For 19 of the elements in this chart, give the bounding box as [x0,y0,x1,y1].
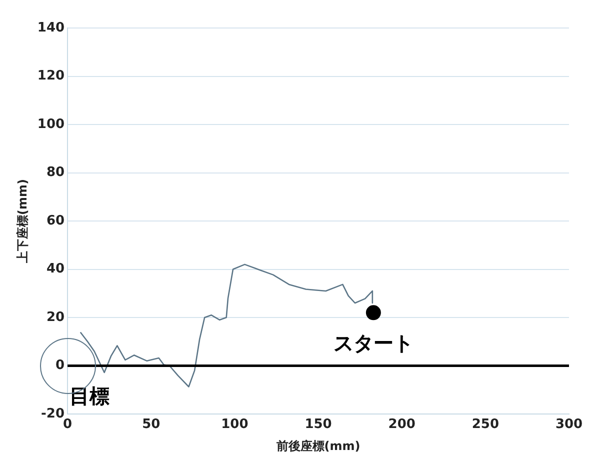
y-tick-label: 80 [46,165,65,180]
y-tick-label: 120 [37,68,65,84]
x-tick-label: 100 [221,417,248,432]
y-tick-label: -20 [41,406,65,422]
y-tick-label: 20 [46,310,65,325]
annotation: スタート [333,330,414,355]
annotation: 目標 [70,384,110,408]
x-tick-label: 50 [142,417,160,432]
x-axis-title: 前後座標(mm) [275,438,360,453]
y-tick-label: 60 [46,213,65,228]
y-tick-label: 100 [37,116,65,132]
x-tick-label: 250 [472,417,499,432]
x-tick-label: 200 [388,417,416,432]
x-tick-label: 300 [555,417,583,432]
y-axis-title: 上下座標(mm) [15,179,30,264]
y-tick-label: 140 [37,20,65,36]
y-tick-label: 0 [55,358,65,374]
y-tick-label: 40 [46,262,65,277]
x-tick-label: 150 [304,417,332,432]
